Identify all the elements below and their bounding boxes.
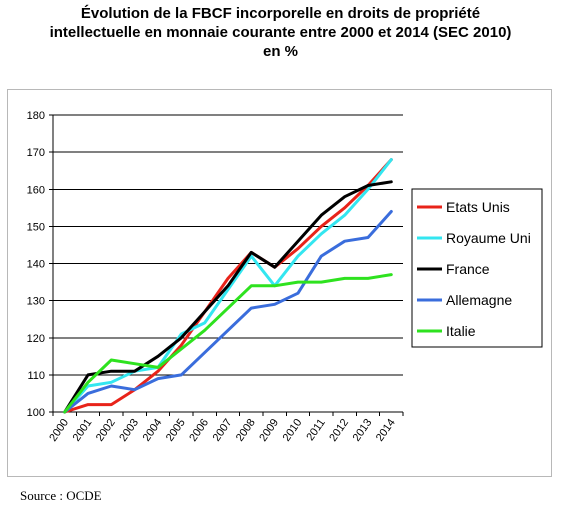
x-tick-label: 2009 bbox=[257, 417, 281, 444]
y-tick-label: 170 bbox=[27, 147, 45, 159]
y-tick-label: 150 bbox=[27, 221, 45, 233]
legend-label: France bbox=[446, 261, 490, 277]
y-tick-label: 130 bbox=[27, 296, 45, 308]
y-tick-label: 110 bbox=[27, 370, 45, 382]
x-tick-label: 2004 bbox=[141, 417, 165, 444]
series-line-italie bbox=[63, 273, 393, 414]
series-line-france bbox=[63, 180, 393, 414]
x-tick-label: 2008 bbox=[234, 417, 258, 444]
x-tick-label: 2013 bbox=[351, 417, 375, 444]
x-tick-label: 2010 bbox=[281, 417, 305, 444]
chart-title-line-1: Évolution de la FBCF incorporelle en dro… bbox=[80, 5, 481, 22]
source-note: Source : OCDE bbox=[20, 488, 102, 503]
y-tick-label: 140 bbox=[27, 259, 45, 271]
x-tick-label: 2000 bbox=[47, 417, 71, 444]
x-tick-label: 2006 bbox=[187, 417, 211, 444]
x-tick-label: 2014 bbox=[374, 417, 398, 444]
x-tick-label: 2007 bbox=[211, 417, 235, 444]
y-tick-label: 100 bbox=[27, 407, 45, 419]
y-tick-label: 160 bbox=[27, 184, 45, 196]
x-tick-label: 2011 bbox=[304, 417, 327, 443]
legend-label: Italie bbox=[446, 323, 476, 339]
legend-label: Allemagne bbox=[446, 292, 512, 308]
y-tick-label: 120 bbox=[27, 333, 45, 345]
x-tick-label: 2001 bbox=[71, 417, 95, 444]
chart-title: Évolution de la FBCF incorporelle en dro… bbox=[0, 4, 561, 61]
x-tick-label: 2003 bbox=[117, 417, 141, 444]
series-line-allemagne bbox=[63, 210, 393, 414]
chart-title-line-2: intellectuelle en monnaie courante entre… bbox=[49, 24, 512, 41]
y-tick-label: 180 bbox=[27, 110, 45, 122]
x-tick-label: 2005 bbox=[164, 417, 188, 444]
legend-label: Etats Unis bbox=[446, 199, 510, 215]
series-line-royaume-uni bbox=[63, 158, 393, 414]
series-line-etats-unis bbox=[63, 158, 393, 414]
legend-label: Royaume Uni bbox=[446, 230, 531, 246]
x-tick-label: 2002 bbox=[94, 417, 118, 444]
x-tick-label: 2012 bbox=[327, 417, 351, 444]
chart-title-line-3: en % bbox=[262, 43, 298, 60]
